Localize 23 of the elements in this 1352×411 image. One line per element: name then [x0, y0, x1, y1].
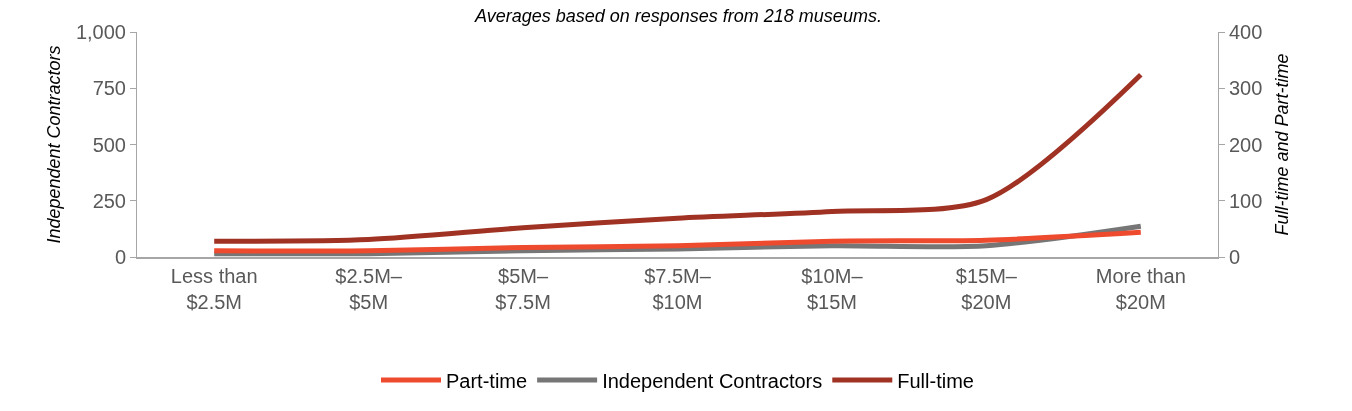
x-tick-label: Less than $2.5M: [170, 264, 258, 313]
y2-tick-label: 200: [1229, 133, 1263, 156]
chart-subtitle: Averages based on responses from 218 museums.: [474, 6, 882, 26]
x-tick-label: $5M– $7.5M: [495, 264, 551, 313]
y2-tick-label: 0: [1229, 246, 1241, 268]
y-axis-title: Independent Contractors: [44, 45, 65, 244]
y-tick-label: 500: [92, 133, 126, 156]
x-tick-label: $10M– $15M: [801, 264, 864, 313]
y-tick-label: 0: [114, 246, 126, 268]
x-tick-label: $2.5M– $5M: [335, 264, 403, 313]
x-tick-label: More than $20M: [1095, 264, 1186, 313]
y2-tick-label: 400: [1229, 21, 1263, 43]
legend-label: Full-time: [897, 369, 974, 392]
y2-tick-label: 100: [1229, 189, 1263, 212]
y-tick-label: 1,000: [75, 21, 126, 43]
x-tick-label: $7.5M– $10M: [644, 264, 712, 313]
y-tick-label: 250: [92, 189, 126, 212]
legend-label: Part-time: [446, 369, 528, 392]
legend-label: Independent Contractors: [602, 369, 823, 392]
y2-tick-label: 300: [1229, 77, 1263, 100]
x-tick-label: $15M– $20M: [955, 264, 1018, 313]
y-tick-label: 750: [92, 77, 126, 100]
y2-axis-title: Full-time and Part-time: [1272, 53, 1293, 236]
